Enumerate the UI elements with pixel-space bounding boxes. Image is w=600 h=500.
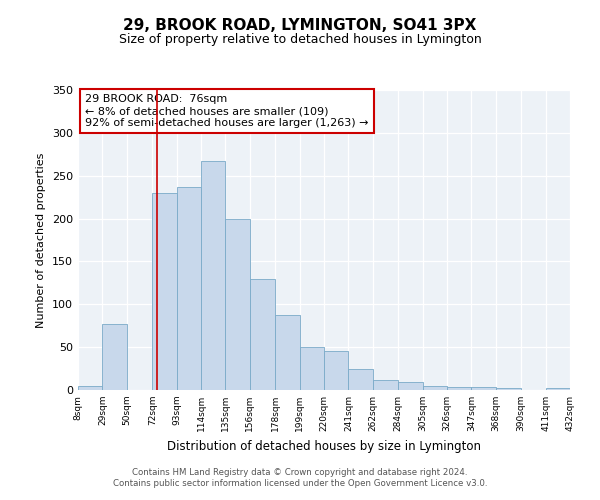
Bar — [324, 350, 349, 390]
Bar — [176, 187, 201, 390]
Y-axis label: Number of detached properties: Number of detached properties — [37, 152, 46, 328]
Bar — [447, 386, 472, 390]
Bar — [78, 386, 103, 390]
Bar — [398, 382, 422, 390]
Bar — [103, 324, 127, 390]
Bar — [275, 316, 299, 390]
Bar — [299, 347, 324, 390]
Bar — [152, 193, 176, 390]
Bar — [545, 388, 570, 390]
Text: Size of property relative to detached houses in Lymington: Size of property relative to detached ho… — [119, 32, 481, 46]
Bar — [349, 368, 373, 390]
Bar — [496, 388, 521, 390]
Text: Contains HM Land Registry data © Crown copyright and database right 2024.
Contai: Contains HM Land Registry data © Crown c… — [113, 468, 487, 487]
Bar — [226, 218, 250, 390]
Bar — [472, 386, 496, 390]
Bar — [373, 380, 398, 390]
X-axis label: Distribution of detached houses by size in Lymington: Distribution of detached houses by size … — [167, 440, 481, 452]
Bar — [201, 161, 226, 390]
Text: 29, BROOK ROAD, LYMINGTON, SO41 3PX: 29, BROOK ROAD, LYMINGTON, SO41 3PX — [124, 18, 476, 32]
Bar — [250, 278, 275, 390]
Bar — [422, 386, 447, 390]
Text: 29 BROOK ROAD:  76sqm
← 8% of detached houses are smaller (109)
92% of semi-deta: 29 BROOK ROAD: 76sqm ← 8% of detached ho… — [85, 94, 369, 128]
